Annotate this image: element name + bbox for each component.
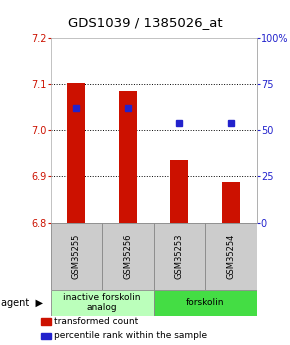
Text: percentile rank within the sample: percentile rank within the sample bbox=[54, 332, 207, 341]
Bar bbox=[171, 160, 188, 223]
Bar bbox=[119, 91, 137, 223]
Bar bbox=[222, 183, 240, 223]
Text: GSM35256: GSM35256 bbox=[124, 234, 133, 279]
Bar bbox=[41, 333, 50, 339]
Text: agent  ▶: agent ▶ bbox=[1, 298, 44, 308]
Bar bbox=[102, 223, 154, 290]
Text: inactive forskolin
analog: inactive forskolin analog bbox=[64, 293, 141, 313]
Bar bbox=[205, 223, 257, 290]
Text: GSM35253: GSM35253 bbox=[175, 234, 184, 279]
Bar bbox=[154, 290, 257, 316]
Text: GSM35255: GSM35255 bbox=[72, 234, 81, 279]
Text: forskolin: forskolin bbox=[186, 298, 224, 307]
Bar bbox=[41, 318, 50, 325]
Text: GDS1039 / 1385026_at: GDS1039 / 1385026_at bbox=[68, 16, 222, 29]
Bar bbox=[51, 290, 154, 316]
Bar bbox=[51, 223, 102, 290]
Text: GSM35254: GSM35254 bbox=[226, 234, 235, 279]
Text: transformed count: transformed count bbox=[54, 317, 138, 326]
Bar bbox=[154, 223, 205, 290]
Bar bbox=[68, 83, 86, 223]
